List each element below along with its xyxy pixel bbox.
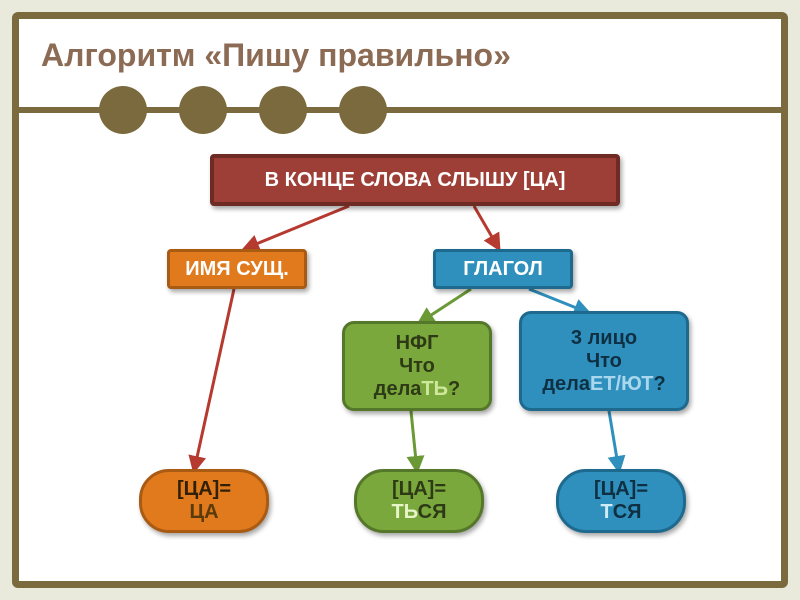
node-noun: ИМЯ СУЩ. bbox=[167, 249, 307, 289]
slide: Алгоритм «Пишу правильно» В КОНЦЕ СЛОВА … bbox=[0, 0, 800, 600]
page-title: Алгоритм «Пишу правильно» bbox=[41, 37, 511, 74]
node-verb-text: ГЛАГОЛ bbox=[444, 258, 562, 281]
node-nfg-text: НФГ Что делаТЬ? bbox=[353, 332, 481, 401]
node-result-third: [ЦА]= ТСЯ bbox=[556, 469, 686, 533]
r3-highlight: Т bbox=[600, 501, 612, 523]
node-result-nfg: [ЦА]= ТЬСЯ bbox=[354, 469, 484, 533]
third-highlight: ЕТ/ЮТ bbox=[590, 373, 653, 395]
node-root: В КОНЦЕ СЛОВА СЛЫШУ [ЦА] bbox=[210, 154, 620, 206]
node-r3-text: [ЦА]= ТСЯ bbox=[567, 478, 675, 524]
node-verb: ГЛАГОЛ bbox=[433, 249, 573, 289]
node-third-text: 3 лицо Что делаЕТ/ЮТ? bbox=[530, 327, 678, 396]
node-root-text: В КОНЦЕ СЛОВА СЛЫШУ [ЦА] bbox=[222, 169, 608, 192]
node-r2-text: [ЦА]= ТЬСЯ bbox=[365, 478, 473, 524]
node-third-person: 3 лицо Что делаЕТ/ЮТ? bbox=[519, 311, 689, 411]
node-result-noun: [ЦА]= ЦА bbox=[139, 469, 269, 533]
node-noun-text: ИМЯ СУЩ. bbox=[178, 258, 296, 281]
node-nfg: НФГ Что делаТЬ? bbox=[342, 321, 492, 411]
r1-highlight: ЦА bbox=[189, 501, 218, 523]
decor-band bbox=[19, 87, 781, 133]
decor-circle bbox=[179, 86, 227, 134]
r2-highlight: ТЬ bbox=[392, 501, 418, 523]
decor-circle bbox=[99, 86, 147, 134]
decor-circle bbox=[339, 86, 387, 134]
nfg-highlight: ТЬ bbox=[421, 378, 448, 400]
node-r1-text: [ЦА]= ЦА bbox=[150, 478, 258, 524]
decor-circle bbox=[259, 86, 307, 134]
slide-frame: Алгоритм «Пишу правильно» В КОНЦЕ СЛОВА … bbox=[12, 12, 788, 588]
